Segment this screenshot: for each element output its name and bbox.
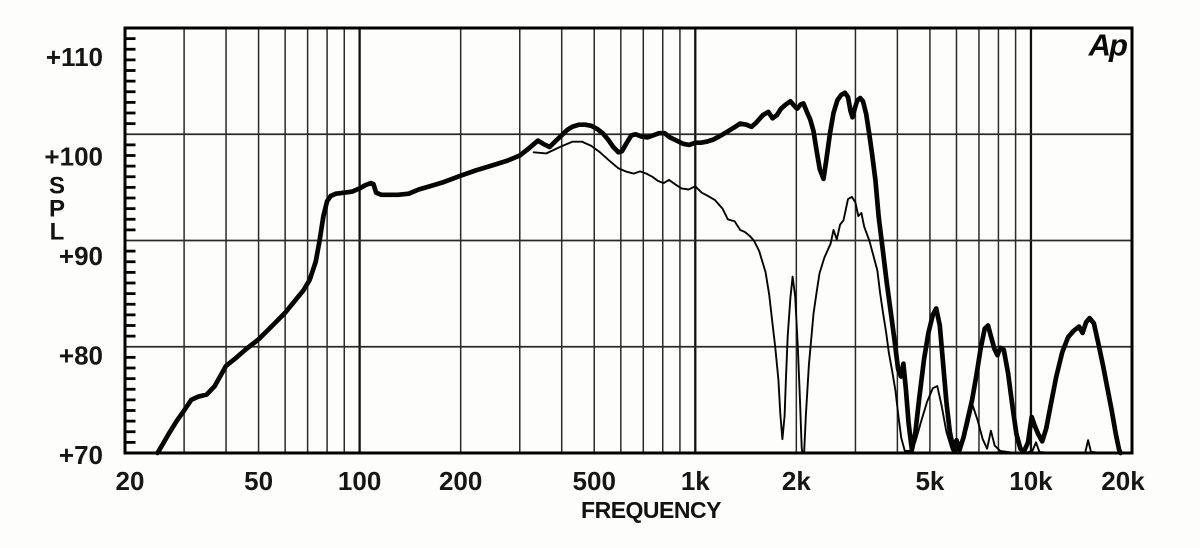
gridlines <box>125 28 1132 453</box>
response-curves <box>155 90 1123 456</box>
x-tick-label-10k: 10k <box>1009 466 1053 496</box>
y-tick-label-+80: +80 <box>59 341 103 371</box>
y-tick-label-+90: +90 <box>59 241 103 271</box>
y-axis-title-letter-l: L <box>50 219 65 246</box>
thick-response-curve <box>155 90 1123 456</box>
y-axis-title-letter-p: P <box>49 196 65 223</box>
y-tick-label-+110: +110 <box>46 42 103 72</box>
y-tick-labels: +110 +100 +90 +80 +70 <box>44 42 103 470</box>
x-tick-label-20k: 20k <box>1101 466 1145 496</box>
plot-border-rect <box>123 26 1134 455</box>
y-tick-label-+70: +70 <box>59 440 103 470</box>
y-minor-ticks <box>126 37 136 444</box>
x-tick-label-200: 200 <box>439 466 482 496</box>
x-tick-label-20: 20 <box>116 466 145 496</box>
x-tick-label-5k: 5k <box>915 466 944 496</box>
x-tick-label-1k: 1k <box>681 466 710 496</box>
x-tick-labels: 20 50 100 200 500 1k 2k 5k 10k 20k <box>116 466 1146 496</box>
y-tick-label-+100: +100 <box>44 142 103 172</box>
plot-border <box>123 26 1134 455</box>
x-tick-label-50: 50 <box>244 466 273 496</box>
x-axis-title: FREQUENCY <box>581 497 721 523</box>
x-tick-label-100: 100 <box>338 466 381 496</box>
thin-response-curve <box>532 140 1118 454</box>
x-tick-label-500: 500 <box>573 466 616 496</box>
audio-precision-logo: Ap <box>1088 28 1127 63</box>
x-tick-label-2k: 2k <box>782 466 811 496</box>
y-axis-title-letter-s: S <box>49 173 65 200</box>
